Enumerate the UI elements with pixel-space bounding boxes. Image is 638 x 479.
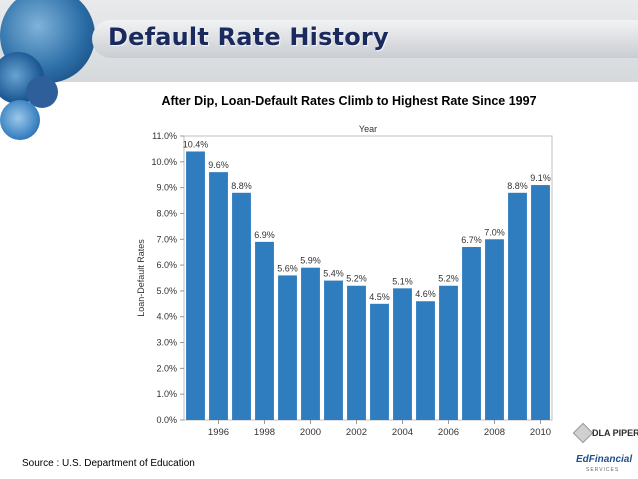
y-tick-label: 2.0% bbox=[156, 363, 177, 373]
data-label: 6.7% bbox=[461, 235, 482, 245]
y-tick-label: 5.0% bbox=[156, 286, 177, 296]
bar bbox=[324, 280, 343, 420]
x-tick-label: 2002 bbox=[346, 427, 367, 438]
bar bbox=[209, 172, 228, 420]
data-label: 5.2% bbox=[438, 274, 459, 284]
data-label: 4.5% bbox=[369, 292, 390, 302]
title-bar bbox=[92, 20, 638, 58]
edfinancial-logo-sub: SERVICES bbox=[586, 467, 620, 473]
source-note: Source : U.S. Department of Education bbox=[22, 458, 195, 469]
data-label: 8.8% bbox=[507, 181, 528, 191]
x-tick-label: 1996 bbox=[208, 427, 229, 438]
bar bbox=[186, 151, 205, 420]
data-label: 5.6% bbox=[277, 263, 298, 273]
x-tick-label: 2008 bbox=[484, 427, 505, 438]
bar-chart: Year Loan-Default Rates 0.0% 1.0% 2.0% 3.0% 4.… bbox=[136, 124, 553, 438]
bar bbox=[531, 185, 550, 420]
dla-piper-mark-icon bbox=[572, 422, 594, 444]
bar bbox=[232, 192, 251, 420]
y-tick-label: 10.0% bbox=[151, 157, 177, 167]
y-tick-label: 8.0% bbox=[156, 208, 177, 218]
x-tick-label: 1998 bbox=[254, 427, 275, 438]
dla-piper-logo: DLA PIPER bbox=[572, 420, 638, 446]
y-tick-label: 0.0% bbox=[156, 415, 177, 425]
y-tick-label: 4.0% bbox=[156, 312, 177, 322]
bar bbox=[278, 275, 297, 420]
y-tick-label: 11.0% bbox=[152, 131, 177, 141]
x-tick-label: 2010 bbox=[530, 427, 551, 438]
data-label: 5.4% bbox=[323, 269, 344, 279]
plot-frame bbox=[183, 135, 553, 421]
x-axis-label: Year bbox=[359, 124, 377, 134]
data-label: 9.6% bbox=[208, 160, 229, 170]
x-tick-label: 2004 bbox=[392, 427, 413, 438]
y-tick-label: 3.0% bbox=[156, 338, 177, 348]
bar bbox=[301, 267, 320, 420]
slide-title: Default Rate History bbox=[108, 23, 389, 51]
bar bbox=[416, 301, 435, 420]
y-tick-label: 9.0% bbox=[156, 183, 177, 193]
data-label: 4.6% bbox=[415, 289, 436, 299]
data-label: 5.2% bbox=[346, 274, 367, 284]
y-tick-label: 7.0% bbox=[156, 234, 177, 244]
data-label: 7.0% bbox=[484, 227, 505, 237]
data-label: 5.9% bbox=[300, 256, 321, 266]
decorative-circle bbox=[0, 100, 40, 140]
bar bbox=[485, 239, 504, 420]
data-label: 5.1% bbox=[392, 276, 413, 286]
y-tick-label: 1.0% bbox=[156, 389, 177, 399]
data-label: 9.1% bbox=[530, 173, 551, 183]
bar bbox=[508, 192, 527, 420]
x-tick-label: 2006 bbox=[438, 427, 459, 438]
dla-piper-logo-text: DLA PIPER bbox=[592, 428, 638, 438]
y-tick-label: 6.0% bbox=[156, 260, 177, 270]
bar bbox=[347, 285, 366, 420]
bar bbox=[439, 285, 458, 420]
bar bbox=[462, 247, 481, 420]
data-label: 10.4% bbox=[183, 139, 209, 149]
x-tick-label: 2000 bbox=[300, 427, 321, 438]
data-label: 8.8% bbox=[231, 181, 252, 191]
bar bbox=[255, 241, 274, 420]
chart-title: After Dip, Loan-Default Rates Climb to H… bbox=[161, 94, 537, 108]
data-label: 6.9% bbox=[254, 230, 275, 240]
bar bbox=[370, 303, 389, 420]
y-axis-label: Loan-Default Rates bbox=[136, 239, 146, 317]
bar bbox=[393, 288, 412, 420]
edfinancial-logo: EdFinancial bbox=[576, 454, 633, 465]
